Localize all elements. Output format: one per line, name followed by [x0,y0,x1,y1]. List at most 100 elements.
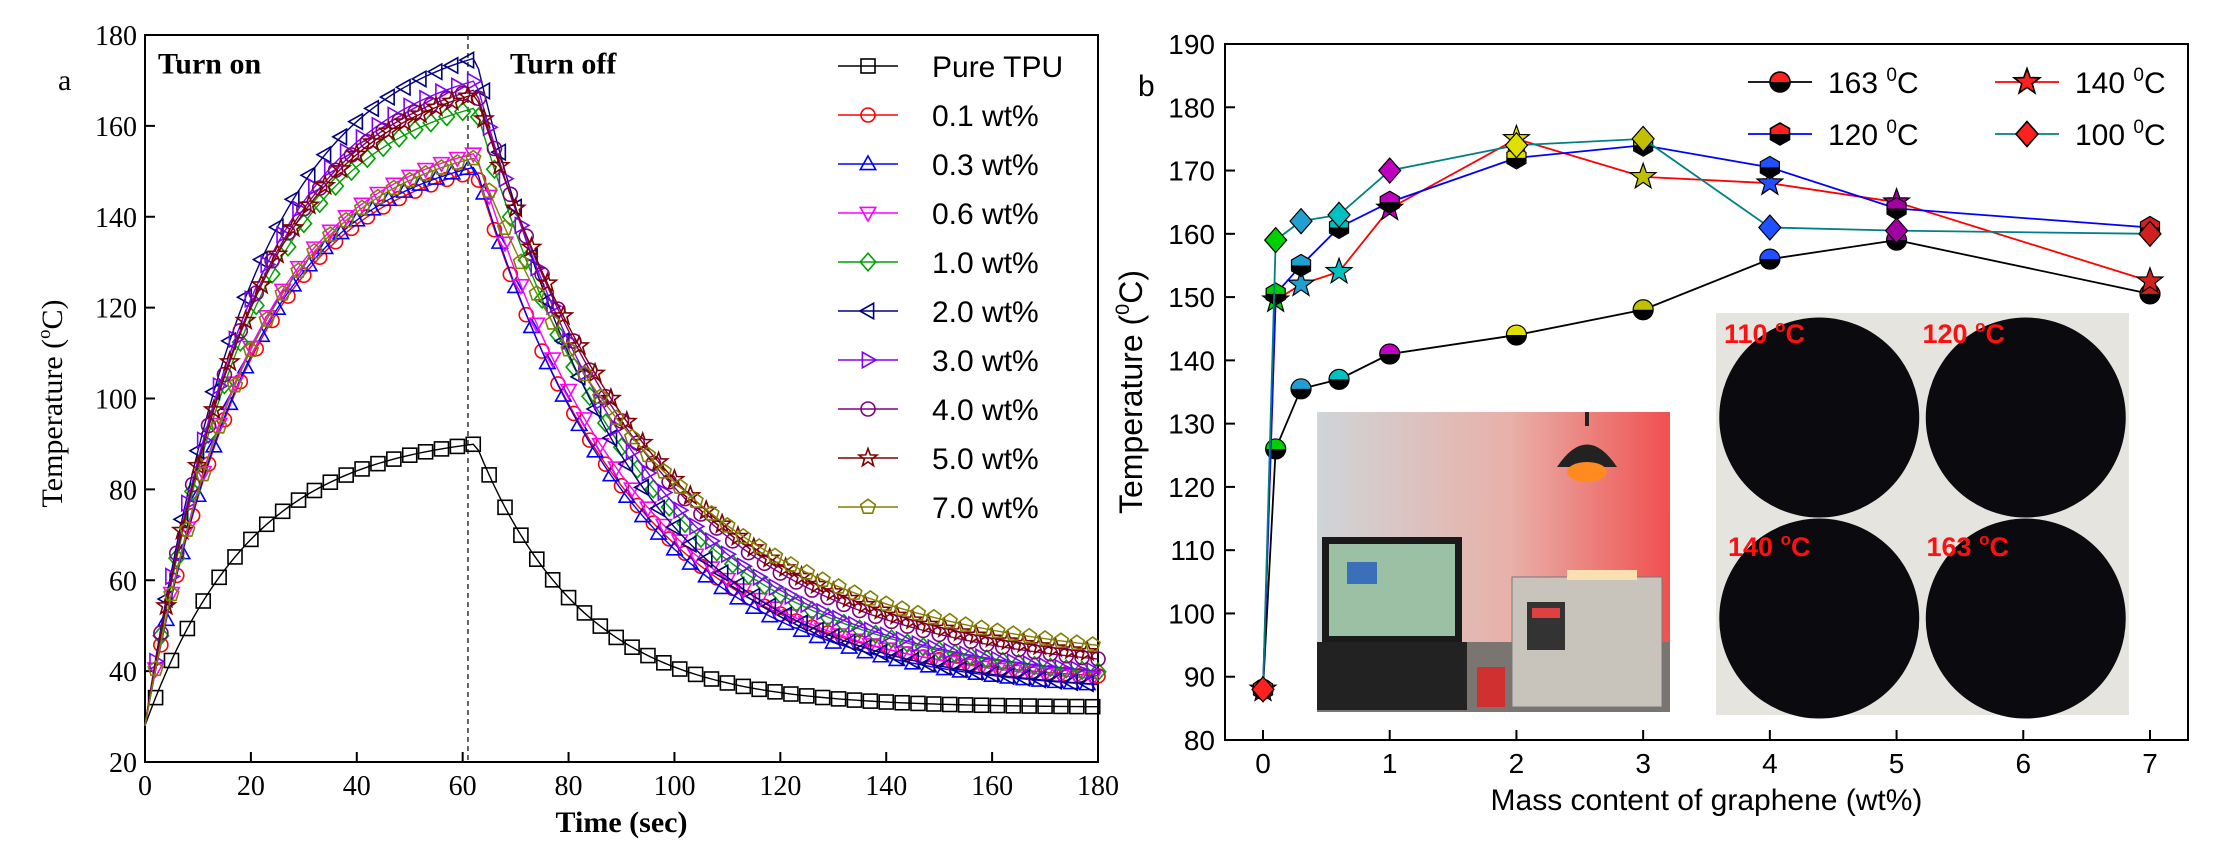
data-point [290,262,307,278]
data-point [310,193,329,214]
data-point [305,241,324,258]
data-point [306,242,323,259]
data-point-shade [1379,202,1400,213]
y-tick-label: 120 [1168,472,1215,503]
data-point [518,228,535,244]
data-point [358,148,377,169]
data-point [433,441,450,457]
data-point [482,118,499,137]
y-tick-label: 190 [1168,29,1215,60]
data-point-shade [1886,208,1907,219]
x-tick-label: 7 [2142,748,2158,779]
data-point [823,627,840,646]
y-tick-label: 140 [1168,345,1215,376]
data-point [918,654,935,673]
data-point [576,365,593,382]
data-point [830,577,847,594]
data-point [949,620,972,642]
series-100 [1251,125,2162,703]
data-point [623,428,641,445]
data-point [901,608,924,630]
disc-caption-sup: o [1979,530,1989,549]
y-axis-title-tail: C) [36,300,69,330]
data-point [315,238,335,255]
series-line [1262,137,2151,690]
y-tick-label: 60 [109,566,137,597]
disc-caption-sup: o [1775,317,1785,336]
data-point [799,688,815,704]
data-point [1086,661,1103,680]
laptop-window [1347,562,1377,584]
data-point [410,69,427,88]
data-point [411,174,430,191]
x-tick-label: 0 [1255,748,1271,779]
data-point [432,156,451,173]
data-point [374,137,393,158]
data-point [703,505,720,521]
disc-caption: 120 oC [1923,317,2005,349]
annotation-turn-on: Turn on [158,48,261,81]
data-point [289,260,308,277]
legend-label: 0.6 wt% [932,198,1039,231]
data-point [735,678,752,695]
data-point [544,313,561,330]
series-line [144,443,1099,726]
data-point [632,478,650,497]
y-tick-label: 110 [1170,535,1215,566]
data-point [522,317,541,334]
y-tick-label: 80 [109,475,137,506]
data-point [894,694,910,711]
legend-marker [860,401,876,417]
data-point [234,308,257,331]
data-point [989,622,1006,639]
data-point [481,467,497,483]
data-point [1324,256,1354,285]
legend-marker [858,154,878,171]
data-point [1053,698,1069,715]
data-point [853,592,877,615]
x-tick-label: 5 [1889,748,1905,779]
data-point [607,461,626,478]
disc-caption-unit: C [1785,319,1805,349]
data-point [613,478,630,494]
data-point [311,180,328,196]
data-point [511,279,530,296]
data-point [347,112,364,131]
data-point [433,159,450,175]
data-point [417,164,434,181]
data-point [401,171,418,188]
data-point [220,394,239,411]
legend-label-value: 140 [2075,67,2133,100]
legend-label: 7.0 wt% [932,492,1039,525]
data-point [996,629,1020,651]
data-point [534,266,550,283]
data-point [697,566,716,583]
data-point [1286,269,1316,297]
inset-photo-setup [1317,412,1670,712]
data-point [337,211,355,228]
data-point [549,324,567,345]
data-point [879,626,896,645]
x-tick-label: 120 [759,771,801,802]
data-point [822,580,845,602]
data-point [496,219,514,236]
data-point [218,350,241,372]
data-point [950,660,967,679]
data-point [671,478,689,494]
legend-label: 4.0 wt% [932,394,1039,427]
data-point [657,483,674,502]
data-point [649,523,668,540]
data-point [957,697,974,713]
disc-caption-sup: o [1975,317,1985,336]
disc-caption-sup: o [1781,530,1791,549]
data-point [202,398,226,420]
data-point [798,563,816,580]
data-point [782,555,800,572]
data-point [552,304,575,326]
data-point [147,660,164,677]
disc-caption: 163 oC [1927,530,2009,562]
y-axis-title-sup: 0 [1112,304,1134,315]
data-point [1005,625,1022,641]
legend-label-unit: C [1897,119,1919,152]
